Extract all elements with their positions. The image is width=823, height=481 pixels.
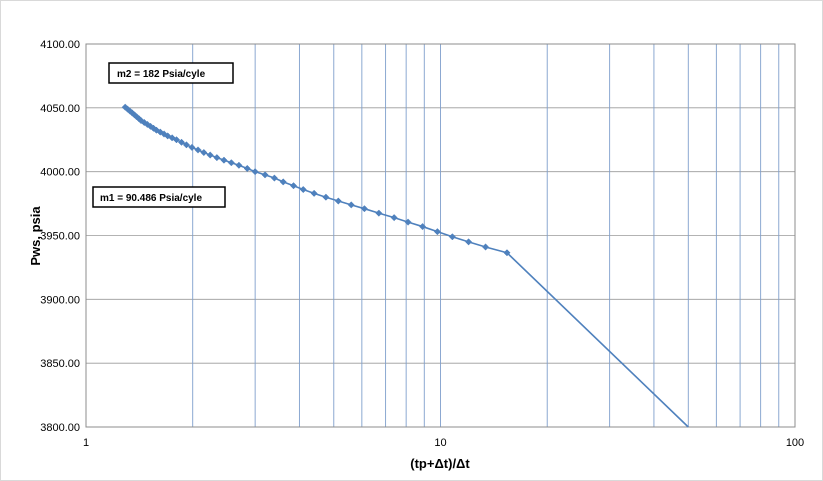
data-point bbox=[289, 182, 298, 190]
data-point bbox=[433, 228, 441, 236]
data-point bbox=[188, 143, 196, 151]
data-point bbox=[243, 164, 251, 173]
data-point bbox=[310, 189, 318, 197]
y-tick-label: 3950.00 bbox=[40, 231, 80, 243]
y-tick-label: 3850.00 bbox=[40, 358, 80, 370]
data-point bbox=[360, 205, 368, 213]
series-line-2 bbox=[506, 252, 689, 428]
data-point bbox=[279, 178, 287, 186]
data-point bbox=[213, 154, 221, 162]
data-point bbox=[334, 197, 342, 205]
data-point bbox=[261, 171, 269, 179]
y-tick-label: 4100.00 bbox=[40, 39, 80, 51]
data-point bbox=[503, 249, 511, 257]
annotation-m1: m1 = 90.486 Psia/cyle bbox=[92, 186, 226, 208]
annotation-m2: m2 = 182 Psia/cyle bbox=[108, 62, 234, 84]
annotation-m1-box bbox=[92, 186, 226, 208]
x-tick-label: 1 bbox=[83, 437, 89, 449]
data-point bbox=[172, 136, 181, 144]
annotation-m2-text: m2 = 182 Psia/cyle bbox=[117, 69, 206, 80]
y-tick-label: 3900.00 bbox=[40, 294, 80, 306]
grid-layer bbox=[86, 43, 795, 428]
data-point bbox=[390, 214, 398, 222]
data-point bbox=[299, 185, 307, 194]
data-point bbox=[270, 174, 278, 182]
data-point bbox=[220, 156, 228, 164]
data-point bbox=[200, 148, 208, 157]
series-layer bbox=[121, 103, 689, 428]
data-point bbox=[235, 161, 243, 169]
plot-border bbox=[85, 43, 796, 428]
data-point bbox=[448, 233, 456, 241]
x-tick-label: 100 bbox=[786, 437, 804, 449]
data-point bbox=[251, 168, 259, 176]
x-axis-title: (tp+Δt)/Δt bbox=[410, 456, 470, 471]
data-point bbox=[137, 117, 145, 125]
y-axis-title: Pws, psia bbox=[28, 206, 43, 266]
annotation-m2-box bbox=[108, 62, 234, 84]
data-point bbox=[482, 243, 490, 251]
data-point bbox=[143, 120, 151, 128]
y-tick-label: 4000.00 bbox=[40, 167, 80, 179]
y-tick-label: 3800.00 bbox=[40, 422, 80, 434]
x-tick-label: 10 bbox=[434, 437, 446, 449]
data-point bbox=[227, 159, 235, 167]
data-point bbox=[465, 238, 473, 246]
data-point bbox=[419, 223, 427, 231]
data-point bbox=[194, 146, 202, 154]
data-point bbox=[322, 193, 330, 201]
tick-layer: 3800.00 3850.00 3900.00 3950.00 4000.00 4050.… bbox=[40, 39, 804, 449]
data-point bbox=[182, 141, 190, 149]
data-point bbox=[375, 209, 383, 217]
y-tick-label: 4050.00 bbox=[40, 103, 80, 115]
data-point bbox=[177, 138, 186, 146]
data-point bbox=[347, 201, 355, 209]
data-point bbox=[206, 151, 214, 159]
data-point bbox=[404, 218, 412, 226]
data-point bbox=[156, 128, 164, 136]
annotation-m1-text: m1 = 90.486 Psia/cyle bbox=[100, 193, 202, 204]
